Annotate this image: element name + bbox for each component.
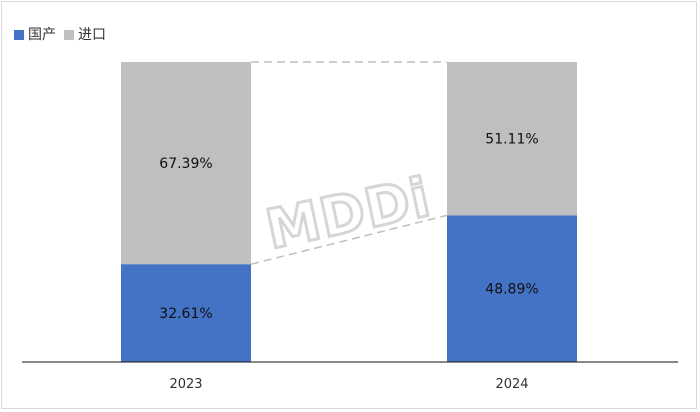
legend-label-imported: 进口 [78, 27, 106, 43]
x-tick-label-2024: 2024 [495, 377, 528, 392]
x-tick-label-2023: 2023 [169, 377, 202, 392]
data-label-domestic-2023: 32.61% [159, 306, 212, 322]
legend-item-imported: 进口 [64, 28, 106, 42]
legend-label-domestic: 国产 [28, 27, 56, 43]
legend-swatch-domestic [14, 30, 24, 40]
bar-domestic-2023 [121, 264, 251, 362]
data-label-imported-2024: 51.11% [485, 132, 538, 148]
bar-domestic-2024 [447, 215, 577, 362]
data-label-imported-2023: 67.39% [159, 156, 212, 172]
bar-imported-2023 [121, 62, 251, 265]
watermark-text: MDDi [261, 165, 436, 261]
legend-item-domestic: 国产 [14, 28, 56, 42]
connector-line-boundary [250, 214, 448, 265]
data-label-domestic-2024: 48.89% [485, 282, 538, 298]
bar-imported-2024 [447, 62, 577, 216]
legend-swatch-imported [64, 30, 74, 40]
legend: 国产 进口 [14, 25, 106, 45]
